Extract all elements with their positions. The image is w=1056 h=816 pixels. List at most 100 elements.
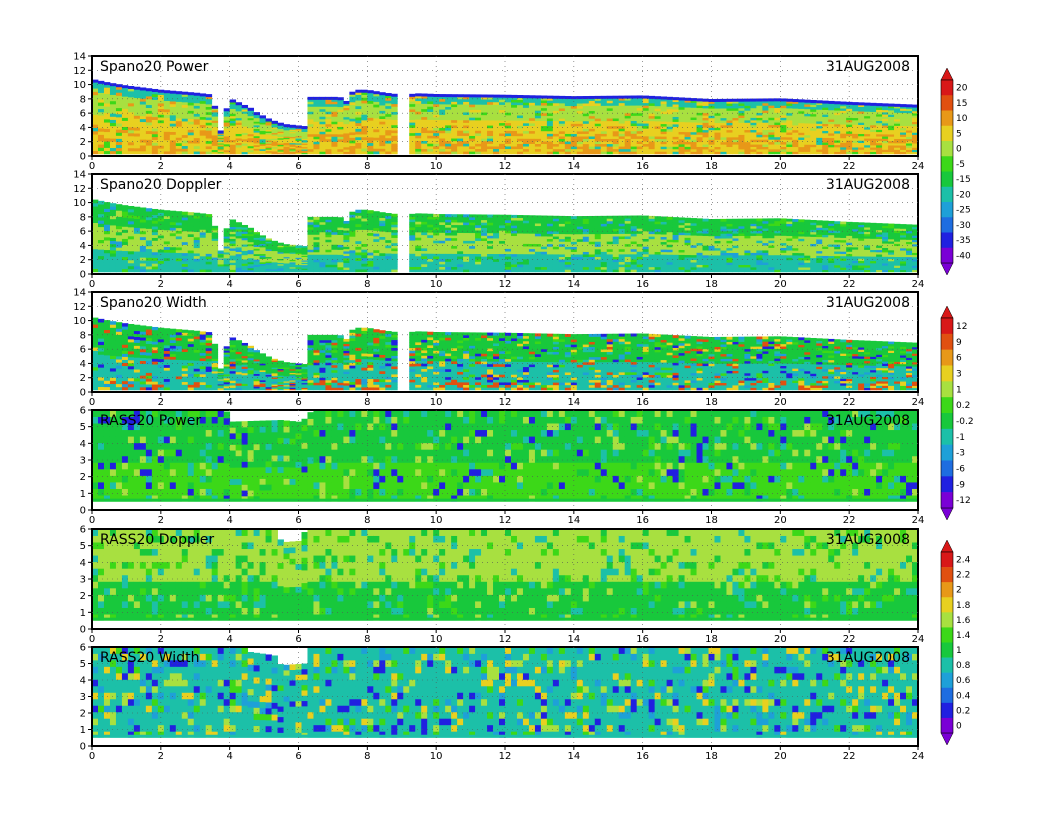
y-tick-label: 10 — [73, 316, 86, 327]
panel-date: 31AUG2008 — [826, 295, 910, 311]
x-tick-label: 12 — [499, 634, 512, 645]
y-tick-label: 4 — [80, 676, 86, 687]
panel-1: 0 2 4 6 8 10 12 14 16 18 20 22 2402468101214Spano20 … — [73, 52, 924, 173]
x-tick-label: 24 — [912, 751, 925, 762]
y-tick-label: 6 — [80, 345, 86, 356]
x-tick-label: 10 — [430, 634, 443, 645]
x-tick-label: 20 — [774, 634, 787, 645]
colorbar-swatch — [941, 141, 953, 157]
x-tick-label: 6 — [295, 279, 301, 290]
colorbar-label: 6 — [956, 354, 962, 364]
colorbar-swatch — [941, 428, 953, 445]
x-tick-label: 4 — [226, 751, 232, 762]
colorbar-swatch — [941, 642, 953, 658]
y-tick-label: 10 — [73, 198, 86, 209]
x-tick-label: 4 — [226, 279, 232, 290]
x-tick-label: 12 — [499, 161, 512, 172]
colorbar-label: 0.2 — [956, 401, 970, 411]
x-tick-label: 14 — [567, 279, 580, 290]
x-tick-label: 6 — [295, 397, 301, 408]
colorbar-label: 1 — [956, 385, 962, 395]
colorbar-1: 20 15 10 5 0 -5 -15 -20 -25 -30 -35 -40 — [940, 67, 971, 276]
x-tick-label: 14 — [567, 751, 580, 762]
colorbar-label: 0.2 — [956, 706, 970, 716]
y-tick-label: 0 — [80, 270, 86, 281]
y-tick-label: 14 — [73, 52, 86, 63]
x-tick-label: 20 — [774, 515, 787, 526]
x-tick-label: 0 — [89, 634, 95, 645]
colorbar-max-arrow — [940, 305, 954, 319]
colorbar-swatch — [941, 567, 953, 583]
x-tick-label: 6 — [295, 751, 301, 762]
colorbar-label: 0 — [956, 145, 962, 155]
x-tick-label: 18 — [705, 161, 718, 172]
colorbar-2: 12 9 6 3 1 0.2 -0.2 -1 -3 -6 -9 -12 — [940, 305, 974, 521]
y-tick-label: 4 — [80, 558, 86, 569]
x-tick-label: 22 — [843, 634, 856, 645]
colorbar-swatch — [941, 582, 953, 598]
x-tick-label: 6 — [295, 161, 301, 172]
colorbar-label: -20 — [956, 190, 971, 200]
colorbar-swatch — [941, 80, 953, 96]
colorbar-label: 2 — [956, 586, 962, 596]
colorbar-label: 1.8 — [956, 601, 971, 611]
colorbar-swatch — [941, 492, 953, 509]
colorbar-label: 5 — [956, 129, 962, 139]
x-tick-label: 2 — [158, 161, 164, 172]
x-tick-label: 22 — [843, 515, 856, 526]
colorbar-swatch — [941, 333, 953, 350]
colorbar-label: -0.2 — [956, 417, 974, 427]
x-tick-label: 10 — [430, 279, 443, 290]
panel-date: 31AUG2008 — [826, 177, 910, 193]
y-tick-label: 0 — [80, 742, 86, 753]
x-tick-label: 12 — [499, 751, 512, 762]
x-tick-label: 12 — [499, 515, 512, 526]
colorbar-label: 0.6 — [956, 676, 971, 686]
y-tick-label: 5 — [80, 541, 86, 552]
panel-title: RASS20 Doppler — [100, 532, 214, 548]
colorbar-swatch — [941, 612, 953, 628]
colorbar-label: -15 — [956, 175, 971, 185]
colorbar-swatch — [941, 413, 953, 430]
x-tick-label: 4 — [226, 515, 232, 526]
y-tick-label: 6 — [80, 525, 86, 536]
x-tick-label: 0 — [89, 397, 95, 408]
colorbar-swatch — [941, 349, 953, 366]
colorbar-3: 2.4 2.2 2 1.8 1.6 1.4 1 0.8 0.6 0.4 0.2 0 — [940, 539, 971, 746]
x-tick-label: 22 — [843, 751, 856, 762]
y-tick-label: 2 — [80, 472, 86, 483]
x-tick-label: 2 — [158, 751, 164, 762]
panel-date: 31AUG2008 — [826, 650, 910, 666]
panel-3: 0 2 4 6 8 10 12 14 16 18 20 22 2402468101214Spano20 … — [73, 288, 924, 409]
x-tick-label: 2 — [158, 515, 164, 526]
x-tick-label: 22 — [843, 397, 856, 408]
colorbar-swatch — [941, 702, 953, 719]
colorbar-label: 0.4 — [956, 691, 971, 701]
x-tick-label: 18 — [705, 634, 718, 645]
y-tick-label: 8 — [80, 94, 86, 105]
x-tick-label: 20 — [774, 751, 787, 762]
panel-date: 31AUG2008 — [826, 59, 910, 75]
x-tick-label: 10 — [430, 397, 443, 408]
x-tick-label: 6 — [295, 634, 301, 645]
x-tick-label: 20 — [774, 161, 787, 172]
colorbar-min-arrow — [940, 507, 954, 521]
y-tick-label: 3 — [80, 575, 86, 586]
colorbar-swatch — [941, 232, 953, 249]
x-tick-label: 6 — [295, 515, 301, 526]
x-tick-label: 8 — [364, 279, 370, 290]
x-tick-label: 18 — [705, 397, 718, 408]
x-tick-label: 12 — [499, 397, 512, 408]
x-tick-label: 4 — [226, 161, 232, 172]
colorbar-swatch — [941, 444, 953, 461]
colorbar-swatch — [941, 657, 953, 673]
colorbar-swatch — [941, 247, 953, 264]
colorbar-label: 2.4 — [956, 556, 971, 566]
colorbar-min-arrow — [940, 732, 954, 746]
colorbar-swatch — [941, 717, 953, 734]
x-tick-label: 14 — [567, 397, 580, 408]
x-tick-label: 8 — [364, 634, 370, 645]
x-tick-label: 8 — [364, 161, 370, 172]
